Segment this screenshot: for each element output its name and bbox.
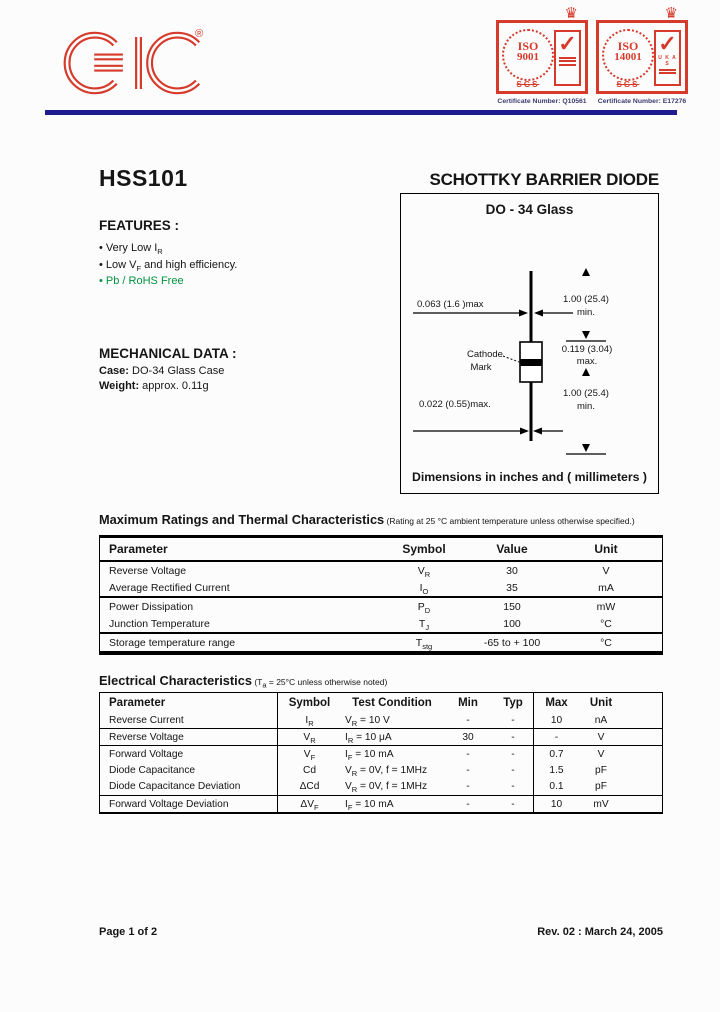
- dim-len-bot-value: 1.00 (25.4): [563, 388, 609, 399]
- certificate-caption: Certificate Number: Q10561: [497, 98, 587, 105]
- max-ratings-note: (Rating at 25 °C ambient temperature unl…: [384, 516, 635, 526]
- doc-title: SCHOTTKY BARRIER DIODE: [429, 170, 659, 189]
- table-row: Forward Voltage Deviation ΔVF IF = 10 mA…: [100, 795, 662, 813]
- cathode-label-1: Cathode: [467, 349, 503, 360]
- col-header: Unit: [594, 542, 618, 556]
- dim-lead-dia-top: 0.063 (1.6 )max: [417, 299, 484, 310]
- weight-line: Weight: approx. 0.11g: [99, 379, 209, 392]
- accreditation-panel: ✓: [554, 30, 581, 86]
- sgs-label: SGS: [516, 80, 540, 89]
- checkmark-icon: ✓: [658, 31, 677, 56]
- iso-9001-badge: ♛ ISO 9001 SGS ✓: [496, 6, 588, 94]
- fine-print-bars: [656, 68, 679, 74]
- dim-len-top-min: min.: [577, 307, 595, 318]
- table-row: Power Dissipation PD 150 mW: [109, 600, 616, 615]
- table-row: Reverse Current IR VR = 10 V - - 10 nA: [100, 712, 662, 730]
- mechanical-heading: MECHANICAL DATA :: [99, 346, 237, 361]
- dim-lead-dia-bot: 0.022 (0.55)max.: [419, 399, 491, 410]
- accreditation-panel: ✓ U K A S: [654, 30, 681, 86]
- dim-len-top-value: 1.00 (25.4): [563, 294, 609, 305]
- electrical-title: Electrical Characteristics (Ta = 25°C un…: [99, 673, 388, 690]
- col-header: Min: [458, 696, 478, 709]
- table-row: Reverse Voltage VR IR = 10 μA 30 - - V: [100, 729, 662, 747]
- mechanical-data: Case: DO-34 Glass Case Weight: approx. 0…: [99, 364, 224, 393]
- table-row: Average Rectified Current IO 35 mA: [100, 579, 662, 598]
- max-ratings-title: Maximum Ratings and Thermal Characterist…: [99, 512, 635, 527]
- registered-mark-icon: ®: [195, 28, 204, 40]
- dimensions-caption: Dimensions in inches and ( millimeters ): [411, 470, 648, 484]
- footer-page-number: Page 1 of 2: [99, 926, 158, 938]
- features-heading: FEATURES :: [99, 218, 179, 233]
- iso-label: ISO: [517, 39, 539, 53]
- cathode-label-2: Mark: [470, 362, 491, 373]
- table-row: Diode Capacitance Deviation ΔCd VR = 0V,…: [100, 778, 662, 796]
- iso-seal: ISO 9001: [502, 29, 554, 81]
- header-divider: [45, 110, 677, 115]
- col-header: Symbol: [402, 542, 446, 556]
- cathode-band: [520, 359, 542, 366]
- iso-14001-badge: ♛ ISO 14001 SGS ✓ U K A S: [596, 6, 688, 94]
- col-header: Typ: [503, 696, 523, 709]
- max-ratings-table: Parameter Symbol Value Unit Reverse Volt…: [99, 535, 663, 655]
- features-list: • Very Low IR • Low VF and high efficien…: [99, 240, 237, 290]
- feature-item: • Very Low IR: [99, 242, 163, 257]
- ukas-label: U K A S: [658, 55, 677, 67]
- table-row: Junction Temperature TJ 100 °C: [100, 615, 662, 634]
- eic-logo: ®: [63, 28, 204, 95]
- case-line: Case: DO-34 Glass Case: [99, 365, 225, 377]
- col-header: Test Condition: [352, 696, 432, 709]
- fine-print-bars: [556, 56, 579, 66]
- col-header: Value: [496, 542, 528, 556]
- table-row: Storage temperature range Tstg -65 to + …: [109, 636, 612, 651]
- part-number: HSS101: [99, 165, 188, 191]
- table-row: Diode Capacitance Cd VR = 0V, f = 1MHz -…: [100, 762, 662, 779]
- crown-icon: ♛: [564, 5, 578, 22]
- col-header: Max: [533, 693, 579, 712]
- dim-body-value: 0.119 (3.04): [562, 344, 613, 355]
- package-diagram: DO - 34 Glass 0.063 (1.6 )max 1.00 (25.4…: [400, 193, 659, 494]
- col-header: Unit: [589, 696, 613, 709]
- col-header: Symbol: [277, 693, 341, 712]
- iso-label: ISO: [617, 39, 639, 53]
- package-title: DO - 34 Glass: [485, 202, 574, 217]
- iso-number: 14001: [614, 51, 642, 64]
- footer-revision: Rev. 02 : March 24, 2005: [537, 926, 663, 938]
- table-row: Forward Voltage VF IF = 10 mA - - 0.7 V: [100, 746, 662, 763]
- iso-seal: ISO 14001: [602, 29, 654, 81]
- table-header-row: Parameter Symbol Value Unit: [100, 538, 662, 562]
- col-header: Parameter: [109, 696, 166, 709]
- sgs-label: SGS: [616, 80, 640, 89]
- table-header-row: Parameter Symbol Test Condition Min Typ …: [100, 693, 662, 712]
- col-header: Parameter: [109, 542, 168, 556]
- electrical-note: (Ta = 25°C unless otherwise noted): [251, 677, 388, 690]
- dim-len-bot-min: min.: [577, 401, 595, 412]
- dim-body-max: max.: [577, 356, 598, 367]
- checkmark-icon: ✓: [558, 31, 577, 56]
- package-drawing: 0.063 (1.6 )max 1.00 (25.4) min. 0.119 (…: [413, 268, 613, 455]
- certificate-caption: Certificate Number: E17276: [597, 98, 687, 105]
- feature-item: • Low VF and high efficiency.: [99, 258, 238, 273]
- table-row: Reverse Voltage VR 30 V: [109, 564, 610, 579]
- iso-number: 9001: [517, 51, 539, 64]
- feature-item: • Pb / RoHS Free: [99, 275, 184, 287]
- electrical-table: Parameter Symbol Test Condition Min Typ …: [99, 692, 663, 815]
- crown-icon: ♛: [664, 5, 678, 22]
